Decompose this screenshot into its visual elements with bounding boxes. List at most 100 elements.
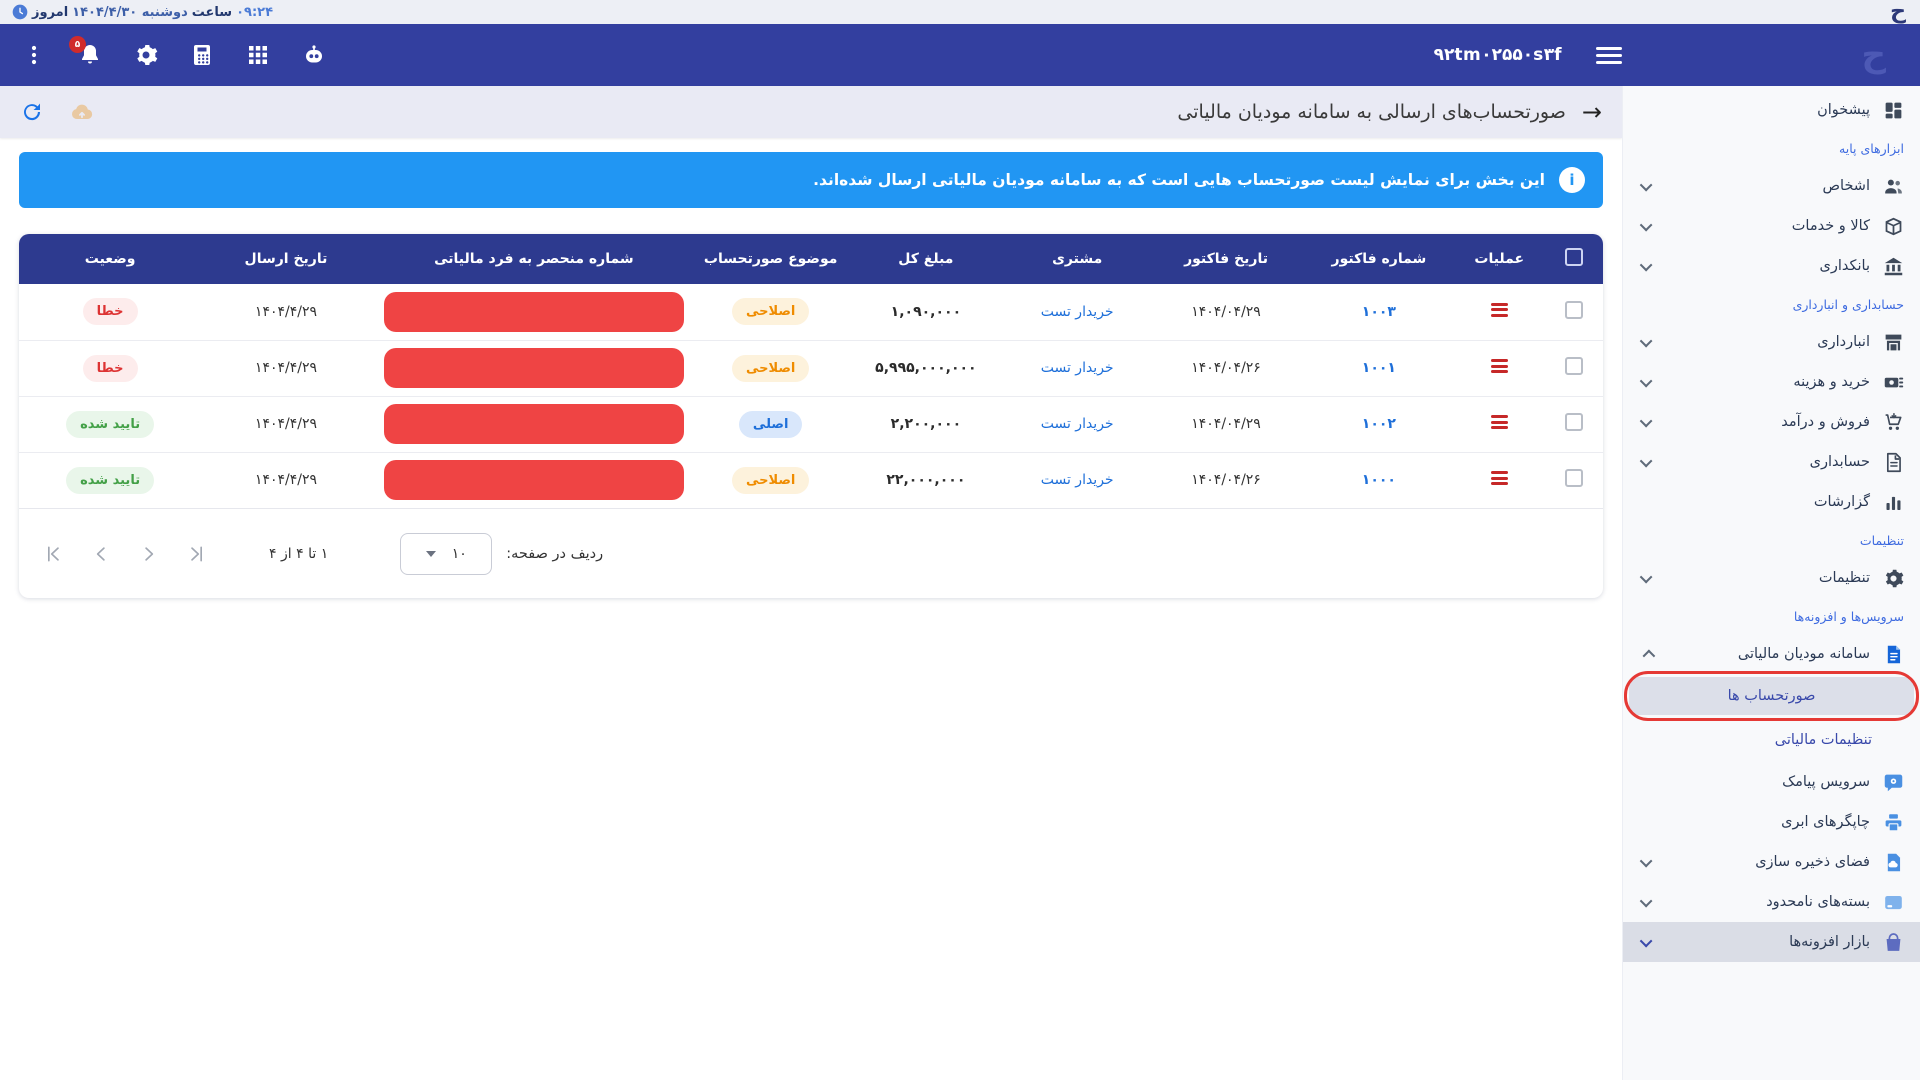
row-operations-icon[interactable] [1490, 357, 1508, 376]
sidebar-section-settings: تنظیمات [1859, 532, 1904, 548]
assistant-robot-icon[interactable] [302, 43, 326, 67]
sidebar-item-warehousing[interactable]: انبارداری [1623, 322, 1920, 362]
sidebar: پیشخوان ابزارهای پایه اشخاص کالا و خدمات… [1622, 86, 1920, 1080]
rows-per-page-select[interactable]: ۱۰ [400, 532, 493, 575]
sidebar-item-goods-services[interactable]: کالا و خدمات [1623, 206, 1920, 246]
chevron-up-icon [1642, 649, 1656, 662]
next-page-icon[interactable] [139, 544, 159, 564]
business-id: ۹۲tm۰۲۵۵۰s۳f [1433, 45, 1562, 65]
cloud-upload-icon[interactable] [70, 100, 94, 124]
tax-uid-redacted [383, 291, 684, 332]
row-checkbox[interactable] [1565, 469, 1584, 488]
invoice-date: ۱۴۰۴/۰۴/۲۹ [1146, 396, 1306, 453]
addons-market-icon [1882, 931, 1904, 953]
cloud-printer-icon [1882, 811, 1904, 833]
chevron-down-icon [1639, 258, 1653, 271]
calculator-icon[interactable] [190, 43, 214, 67]
col-tax-uid: شماره منحصر به فرد مالیاتی [370, 234, 698, 284]
last-page-icon[interactable] [187, 544, 207, 564]
row-operations-icon[interactable] [1490, 469, 1508, 488]
invoice-date: ۱۴۰۴/۰۴/۲۶ [1191, 472, 1261, 489]
page-title-bar: → صورتحساب‌های ارسالی به سامانه مودیان م… [0, 86, 1622, 138]
row-operations-icon[interactable] [1490, 413, 1508, 432]
sales-cart-icon [1882, 411, 1904, 433]
package-icon [1882, 215, 1904, 237]
tax-system-icon [1882, 643, 1904, 665]
customer-link[interactable]: خریدار تست [1040, 303, 1114, 320]
kebab-icon[interactable] [22, 43, 46, 67]
invoices-table: عملیات شماره فاکتور تاریخ فاکتور مشتری م… [19, 234, 1603, 508]
invoice-no-link[interactable]: ۱۰۰۱ [1361, 360, 1396, 376]
bank-icon [1882, 255, 1904, 277]
total-amount: ۲,۲۰۰,۰۰۰ [844, 396, 1008, 453]
col-invoice-no: شماره فاکتور [1305, 234, 1453, 284]
weekday-date: دوشنبه ۱۴۰۴/۴/۳۰ [72, 4, 188, 20]
row-checkbox[interactable] [1565, 357, 1584, 375]
info-banner-text: این بخش برای نمایش لیست صورتحساب هایی اس… [813, 171, 1545, 189]
main-content: → صورتحساب‌های ارسالی به سامانه مودیان م… [0, 86, 1622, 1080]
invoice-no-link[interactable]: ۱۰۰۳ [1361, 303, 1396, 320]
customer-link[interactable]: خریدار تست [1040, 360, 1114, 376]
pagination-bar: ۱ تا ۴ از ۴ ۱۰ ردیف در صفحه: [19, 508, 1603, 598]
sidebar-item-addons-market[interactable]: بازار افزونه‌ها [1623, 922, 1920, 962]
first-page-icon[interactable] [43, 544, 63, 564]
total-amount: ۱,۰۹۰,۰۰۰ [844, 284, 1008, 341]
table-row: ۱۰۰۰ ۱۴۰۴/۰۴/۲۶ خریدار تست ۲۲,۰۰۰,۰۰۰ اص… [19, 452, 1603, 508]
customer-link[interactable]: خریدار تست [1040, 472, 1114, 489]
chevron-down-icon [1639, 374, 1653, 387]
tax-uid-redacted [383, 404, 684, 444]
customer-link[interactable]: خریدار تست [1040, 416, 1114, 432]
status-badge: خطا [82, 354, 138, 382]
gear-icon[interactable] [134, 43, 158, 67]
apps-grid-icon[interactable] [246, 43, 270, 67]
refresh-icon[interactable] [20, 100, 44, 124]
chevron-down-icon [425, 550, 436, 557]
sidebar-item-sales-income[interactable]: فروش و درآمد [1623, 402, 1920, 442]
sidebar-item-cloud-printers[interactable]: چاپگرهای ابری [1623, 802, 1920, 842]
pagination-range: ۱ تا ۴ از ۴ [269, 545, 329, 562]
current-time: ۰۹:۲۴ [236, 4, 274, 20]
invoice-date: ۱۴۰۴/۰۴/۲۶ [1146, 340, 1306, 397]
subject-badge: اصلاحی [731, 354, 810, 382]
select-all-checkbox[interactable] [1565, 248, 1584, 266]
sidebar-item-purchase-expense[interactable]: خرید و هزینه [1623, 362, 1920, 402]
rows-per-page-label: ردیف در صفحه: [506, 545, 604, 562]
invoice-no-link[interactable]: ۱۰۰۲ [1361, 416, 1396, 432]
col-customer: مشتری [1007, 234, 1147, 284]
tax-uid-redacted [383, 348, 684, 388]
notifications-bell-icon[interactable]: ۵ [69, 36, 102, 67]
info-icon: i [1559, 167, 1585, 193]
hamburger-icon[interactable] [1596, 43, 1622, 68]
selected-pill: صورتحساب ها [1629, 677, 1914, 715]
prev-page-icon[interactable] [91, 544, 111, 564]
sidebar-item-reports[interactable]: گزارشات [1623, 482, 1920, 522]
chevron-down-icon [1639, 894, 1653, 907]
sidebar-item-dashboard[interactable]: پیشخوان [1623, 90, 1920, 130]
sidebar-item-accounting[interactable]: حسابداری [1623, 442, 1920, 482]
invoice-no-link[interactable]: ۱۰۰۰ [1361, 472, 1396, 489]
sidebar-item-persons[interactable]: اشخاص [1623, 166, 1920, 206]
subject-badge: اصلی [738, 410, 803, 438]
sidebar-item-storage[interactable]: فضای ذخیره سازی [1623, 842, 1920, 882]
app-header: ۵ ۹۲tm۰۲۵۵۰s۳f ح [0, 24, 1920, 86]
col-status: وضعیت [19, 234, 202, 284]
status-badge: تایید شده [66, 410, 155, 438]
sidebar-section-services-addons: سرویس‌ها و افزونه‌ها [1793, 608, 1904, 624]
table-row: ۱۰۰۳ ۱۴۰۴/۰۴/۲۹ خریدار تست ۱,۰۹۰,۰۰۰ اصل… [19, 284, 1603, 341]
chevron-down-icon [1639, 454, 1653, 467]
sidebar-subitem-invoices[interactable]: صورتحساب ها [1623, 671, 1920, 721]
sidebar-item-settings[interactable]: تنظیمات [1623, 558, 1920, 598]
sidebar-item-tax-system[interactable]: سامانه مودیان مالیاتی [1623, 634, 1920, 674]
info-banner: i این بخش برای نمایش لیست صورتحساب هایی … [19, 152, 1603, 208]
sidebar-item-banking[interactable]: بانکداری [1623, 246, 1920, 286]
back-arrow-icon[interactable]: → [1581, 98, 1602, 126]
sidebar-item-sms-service[interactable]: سرویس پیامک [1623, 762, 1920, 802]
reports-icon [1882, 491, 1904, 513]
row-checkbox[interactable] [1565, 413, 1584, 431]
row-checkbox[interactable] [1565, 300, 1584, 319]
sidebar-subitem-tax-settings[interactable]: تنظیمات مالیاتی [1774, 732, 1872, 748]
row-operations-icon[interactable] [1490, 300, 1508, 319]
app-logo-small: ح [1890, 0, 1906, 24]
sidebar-item-unlimited-packages[interactable]: بسته‌های نامحدود [1623, 882, 1920, 922]
notification-badge: ۵ [69, 36, 86, 53]
